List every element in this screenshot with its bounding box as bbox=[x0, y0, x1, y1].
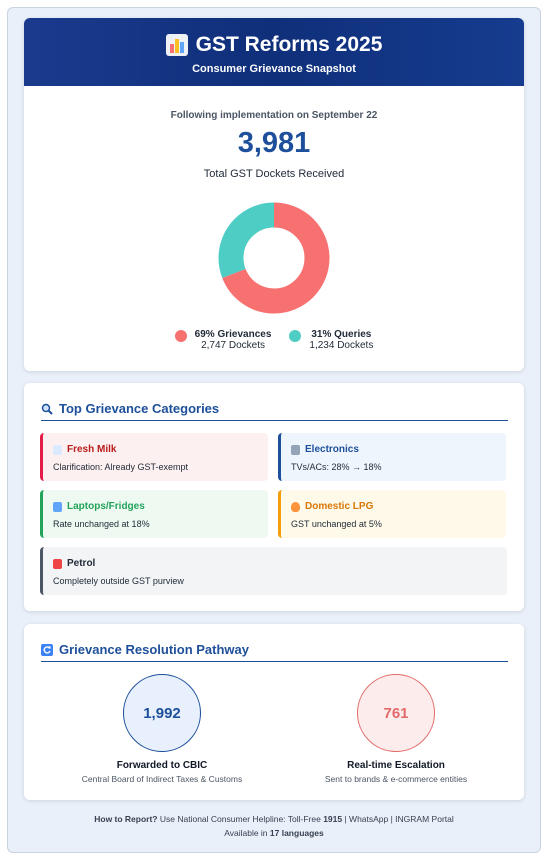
queries-dockets: 1,234 Dockets bbox=[309, 340, 374, 351]
how-to-report-label: How to Report? bbox=[94, 814, 158, 824]
categories-card: Top Grievance Categories Fresh Milk Clar… bbox=[24, 383, 524, 611]
category-name: Domestic LPG bbox=[305, 501, 374, 512]
donut-legend: 69% Grievances 2,747 Dockets 31% Queries… bbox=[24, 329, 524, 351]
grievances-swatch bbox=[174, 330, 187, 342]
page-title: GST Reforms 2025 bbox=[195, 33, 383, 56]
report-footer: How to Report? Use National Consumer Hel… bbox=[0, 812, 548, 840]
categories-heading: Top Grievance Categories bbox=[41, 401, 219, 416]
total-dockets-value: 3,981 bbox=[237, 127, 311, 159]
donut-segment-grievances bbox=[218, 202, 330, 314]
category-desc: Rate unchanged at 18% bbox=[53, 519, 150, 529]
summary-card: GST Reforms 2025 Consumer Grievance Snap… bbox=[24, 18, 524, 371]
footer-line-1: How to Report? Use National Consumer Hel… bbox=[0, 812, 548, 826]
category-card-laptops-fridges: Laptops/Fridges Rate unchanged at 18% bbox=[40, 490, 268, 538]
category-desc: Clarification: Already GST-exempt bbox=[53, 462, 189, 472]
queries-swatch bbox=[289, 330, 302, 342]
categories-title: Top Grievance Categories bbox=[59, 401, 220, 416]
languages-count: 17 languages bbox=[269, 828, 324, 838]
channels-text: | WhatsApp | INGRAM Portal bbox=[342, 814, 454, 824]
escalation-label: Real-time Escalation bbox=[347, 760, 445, 771]
helpline-text: Use National Consumer Helpline: Toll-Fre… bbox=[157, 814, 324, 824]
pathway-heading: Grievance Resolution Pathway bbox=[41, 642, 249, 657]
category-name: Petrol bbox=[67, 558, 96, 569]
category-card-fresh-milk: Fresh Milk Clarification: Already GST-ex… bbox=[40, 433, 268, 481]
milk-icon bbox=[53, 444, 62, 455]
tv-icon bbox=[291, 444, 300, 455]
escalation-count-circle: 761 bbox=[357, 674, 435, 752]
bar-chart-icon bbox=[165, 34, 188, 56]
legend-item-grievances: 69% Grievances 2,747 Dockets bbox=[174, 329, 272, 351]
laptop-icon bbox=[53, 501, 62, 512]
pathway-title: Grievance Resolution Pathway bbox=[59, 642, 250, 657]
page-header: GST Reforms 2025 Consumer Grievance Snap… bbox=[24, 18, 524, 86]
availability-text: Available in bbox=[224, 828, 270, 838]
category-name: Fresh Milk bbox=[67, 444, 117, 455]
cbic-label: Forwarded to CBIC bbox=[116, 760, 208, 771]
tollfree-number: 1915 bbox=[323, 814, 343, 824]
category-desc: TVs/ACs: 28% → 18% bbox=[291, 462, 382, 472]
escalation-count: 761 bbox=[383, 704, 409, 722]
cbic-count: 1,992 bbox=[143, 704, 181, 722]
category-name: Laptops/Fridges bbox=[67, 501, 145, 512]
total-dockets-label: Total GST Dockets Received bbox=[203, 168, 345, 180]
category-card-petrol: Petrol Completely outside GST purview bbox=[40, 547, 507, 595]
implementation-note: Following implementation on September 22 bbox=[170, 110, 378, 121]
grievance-donut-chart bbox=[218, 202, 330, 314]
cbic-desc: Central Board of Indirect Taxes & Custom… bbox=[81, 774, 243, 784]
search-icon bbox=[41, 403, 53, 415]
flame-icon bbox=[291, 501, 300, 512]
category-card-domestic-lpg: Domestic LPG GST unchanged at 5% bbox=[278, 490, 506, 538]
pathway-card: Grievance Resolution Pathway 1,992 Forwa… bbox=[24, 624, 524, 800]
category-card-electronics: Electronics TVs/ACs: 28% → 18% bbox=[278, 433, 506, 481]
category-name: Electronics bbox=[305, 444, 359, 455]
category-desc: GST unchanged at 5% bbox=[291, 519, 382, 529]
fuel-icon bbox=[53, 558, 62, 569]
category-desc: Completely outside GST purview bbox=[53, 576, 184, 586]
categories-divider bbox=[41, 420, 508, 421]
legend-item-queries: 31% Queries 1,234 Dockets bbox=[289, 329, 373, 351]
pathway-divider bbox=[41, 661, 508, 662]
escalation-desc: Sent to brands & e-commerce entities bbox=[324, 774, 468, 784]
page-subtitle: Consumer Grievance Snapshot bbox=[192, 63, 356, 75]
queries-label: 31% Queries bbox=[311, 329, 372, 340]
grievances-label: 69% Grievances bbox=[194, 329, 272, 340]
refresh-icon bbox=[41, 643, 53, 656]
grievances-dockets: 2,747 Dockets bbox=[201, 340, 265, 351]
cbic-count-circle: 1,992 bbox=[123, 674, 201, 752]
footer-line-2: Available in 17 languages bbox=[0, 826, 548, 840]
